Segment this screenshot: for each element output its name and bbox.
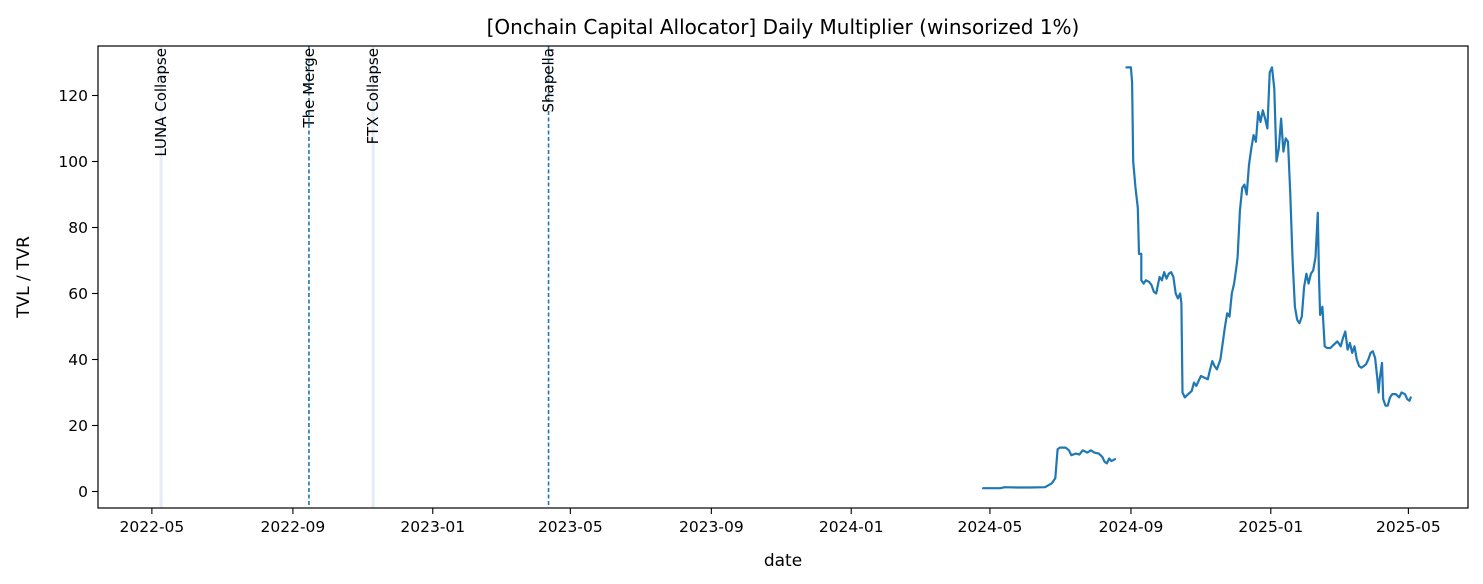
event-label-ftx-collapse: FTX Collapse [364,48,382,144]
series-lines [982,66,1412,490]
y-tick-label: 80 [68,219,88,237]
series-line-segment-2 [1125,66,1412,407]
plot-frame [97,45,1469,509]
x-tick-label: 2024-01 [819,518,884,536]
series-line-segment-1 [982,446,1116,490]
event-label-luna-collapse: LUNA Collapse [152,48,170,157]
x-tick-label: 2022-09 [261,518,326,536]
y-tick-label: 0 [78,483,88,501]
x-tick-label: 2023-01 [400,518,465,536]
x-tick-label: 2023-09 [679,518,744,536]
x-axis-label: date [764,551,802,571]
y-axis-label: TVL / TVR [14,236,34,319]
y-tick-label: 20 [68,417,88,435]
x-tick-label: 2023-05 [538,518,603,536]
x-tick-label: 2025-05 [1376,518,1441,536]
event-markers [159,46,550,508]
y-tick-label: 40 [68,351,88,369]
x-tick-label: 2024-05 [958,518,1023,536]
x-tick-label: 2025-01 [1238,518,1303,536]
event-label-the-merge: The Merge [300,48,318,129]
plot-area [159,46,1412,508]
y-tick-label: 100 [58,153,88,171]
event-label-shapella: Shapella [540,48,558,113]
y-tick-label: 120 [58,87,88,105]
event-band-ftx-collapse [371,46,375,508]
event-band-luna-collapse [159,46,163,508]
x-tick-label: 2024-09 [1099,518,1164,536]
event-labels: LUNA Collapse The Merge FTX Collapse Shapel… [152,48,557,157]
y-axis-ticks: 0 20 40 60 80 100 120 [58,87,98,501]
y-tick-label: 60 [68,285,88,303]
x-axis-ticks: 2022-05 2022-09 2023-01 2023-05 2023-09 2024-… [120,508,1441,536]
chart-title: [Onchain Capital Allocator] Daily Multip… [487,15,1080,39]
x-tick-label: 2022-05 [120,518,185,536]
